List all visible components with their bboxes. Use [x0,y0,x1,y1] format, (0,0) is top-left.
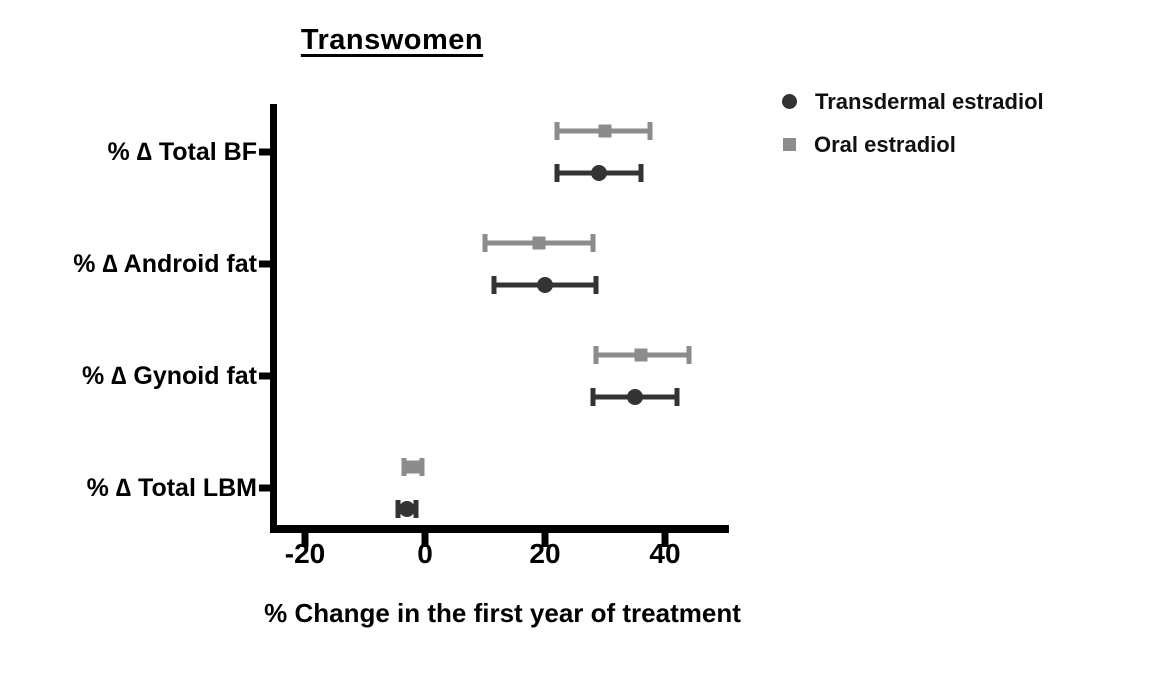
legend-item-oral: Oral estradiol [782,131,1044,158]
marker-square [634,348,648,362]
marker-circle [399,501,415,517]
y-axis-label-gynoid-fat: % ∆ Gynoid fat [81,362,257,390]
marker-circle [537,277,553,293]
marker-square [532,236,546,250]
marker-square [598,124,612,138]
oral-square-marker-icon [783,138,796,151]
legend-item-transdermal: Transdermal estradiol [782,88,1044,115]
marker-square [406,460,420,474]
x-tick-label-20: 20 [529,538,561,569]
transdermal-circle-marker-icon [782,94,797,109]
y-axis-label-total-bf: % ∆ Total BF [107,138,257,166]
legend-label-oral: Oral estradiol [814,131,956,157]
marker-circle [627,389,643,405]
chart-title: Transwomen [300,24,484,56]
y-axis-label-total-lbm: % ∆ Total LBM [86,474,257,502]
x-tick-label-40: 40 [649,538,681,569]
legend: Transdermal estradiol Oral estradiol [782,88,1044,158]
y-axis-label-android-fat: % ∆ Android fat [73,250,257,278]
x-tick-label-minus20: -20 [284,538,326,569]
x-axis-title: % Change in the first year of treatment [264,598,741,628]
legend-label-transdermal: Transdermal estradiol [815,88,1044,114]
marker-circle [591,165,607,181]
x-tick-label-0: 0 [417,538,433,569]
